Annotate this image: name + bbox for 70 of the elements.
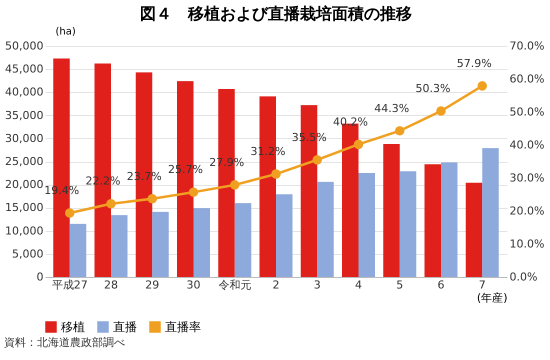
x-tick-label: 3 bbox=[314, 278, 321, 292]
x-tick-label: 29 bbox=[145, 278, 160, 292]
y-tick-label: 10,000 bbox=[5, 224, 44, 238]
y2-tick-label: 50.0% bbox=[510, 106, 544, 118]
bar bbox=[441, 162, 458, 277]
point bbox=[271, 169, 281, 179]
y2-tick-label: 60.0% bbox=[510, 72, 544, 86]
point bbox=[478, 81, 487, 91]
data-label: 23.7% bbox=[126, 170, 162, 183]
x-tick-label: 7 bbox=[478, 278, 486, 292]
bar bbox=[111, 215, 128, 277]
x-tick-label: 5 bbox=[396, 278, 404, 292]
bar bbox=[70, 224, 86, 277]
data-label: 40.2% bbox=[333, 115, 368, 128]
legend-label: 移植 bbox=[61, 320, 85, 334]
y-tick-label: 20,000 bbox=[5, 178, 44, 192]
y-tick-label: 25,000 bbox=[5, 155, 44, 168]
y-tick-label: 5,000 bbox=[12, 247, 44, 260]
x-tick-label: 令和元 bbox=[218, 278, 252, 292]
point bbox=[188, 187, 198, 197]
bar bbox=[482, 148, 499, 277]
y-tick-label: 0 bbox=[36, 270, 44, 284]
x-tick-label: 2 bbox=[272, 278, 280, 292]
data-label: 35.5% bbox=[292, 130, 327, 144]
bar bbox=[194, 208, 210, 277]
y-tick-label: 15,000 bbox=[5, 201, 44, 214]
x-axis-title: (年産) bbox=[476, 292, 508, 304]
y-tick-label: 50,000 bbox=[5, 40, 44, 52]
y-axis-title: (ha) bbox=[56, 26, 76, 38]
legend-label: 直播 bbox=[113, 320, 137, 334]
x-tick-label: 28 bbox=[104, 278, 118, 292]
y2-tick-label: 10.0% bbox=[510, 238, 544, 250]
y2-tick-label: 0.0% bbox=[510, 270, 538, 284]
y-tick-label: 45,000 bbox=[5, 62, 44, 76]
point bbox=[106, 199, 116, 208]
y2-tick-label: 20.0% bbox=[510, 204, 544, 218]
bar bbox=[383, 144, 400, 277]
y-tick-label: 40,000 bbox=[5, 86, 44, 99]
bar bbox=[234, 203, 252, 277]
point bbox=[436, 106, 446, 116]
point bbox=[312, 155, 322, 165]
x-tick-label: 6 bbox=[438, 278, 444, 292]
data-label: 44.3% bbox=[374, 102, 410, 115]
y2-tick-label: 70.0% bbox=[510, 40, 544, 52]
x-tick-label: 4 bbox=[355, 278, 362, 292]
bar bbox=[400, 171, 416, 277]
data-label: 57.9% bbox=[456, 56, 492, 70]
bar bbox=[152, 212, 169, 277]
bar bbox=[317, 182, 334, 277]
data-label: 19.4% bbox=[44, 184, 80, 197]
x-tick-label: 平成27 bbox=[52, 278, 88, 292]
point bbox=[65, 208, 74, 218]
point bbox=[395, 126, 404, 136]
point bbox=[230, 180, 240, 190]
point bbox=[354, 140, 364, 150]
y-tick-label: 35,000 bbox=[5, 108, 44, 122]
data-label: 50.3% bbox=[416, 82, 450, 96]
point bbox=[148, 194, 157, 204]
data-label: 27.9% bbox=[209, 156, 244, 169]
legend-label: 直播率 bbox=[165, 320, 201, 334]
y-tick-label: 30,000 bbox=[5, 132, 44, 145]
x-tick-label: 30 bbox=[186, 278, 200, 292]
chart-title: 図４ 移植および直播栽培面積の推移 bbox=[140, 4, 412, 23]
bar bbox=[276, 194, 292, 277]
y2-tick-label: 30.0% bbox=[510, 172, 544, 184]
bar bbox=[358, 173, 375, 277]
y2-tick-label: 40.0% bbox=[510, 138, 544, 152]
bar bbox=[466, 182, 482, 277]
bar bbox=[424, 164, 441, 277]
text: 資料：北海道農政部調べ bbox=[4, 335, 126, 350]
